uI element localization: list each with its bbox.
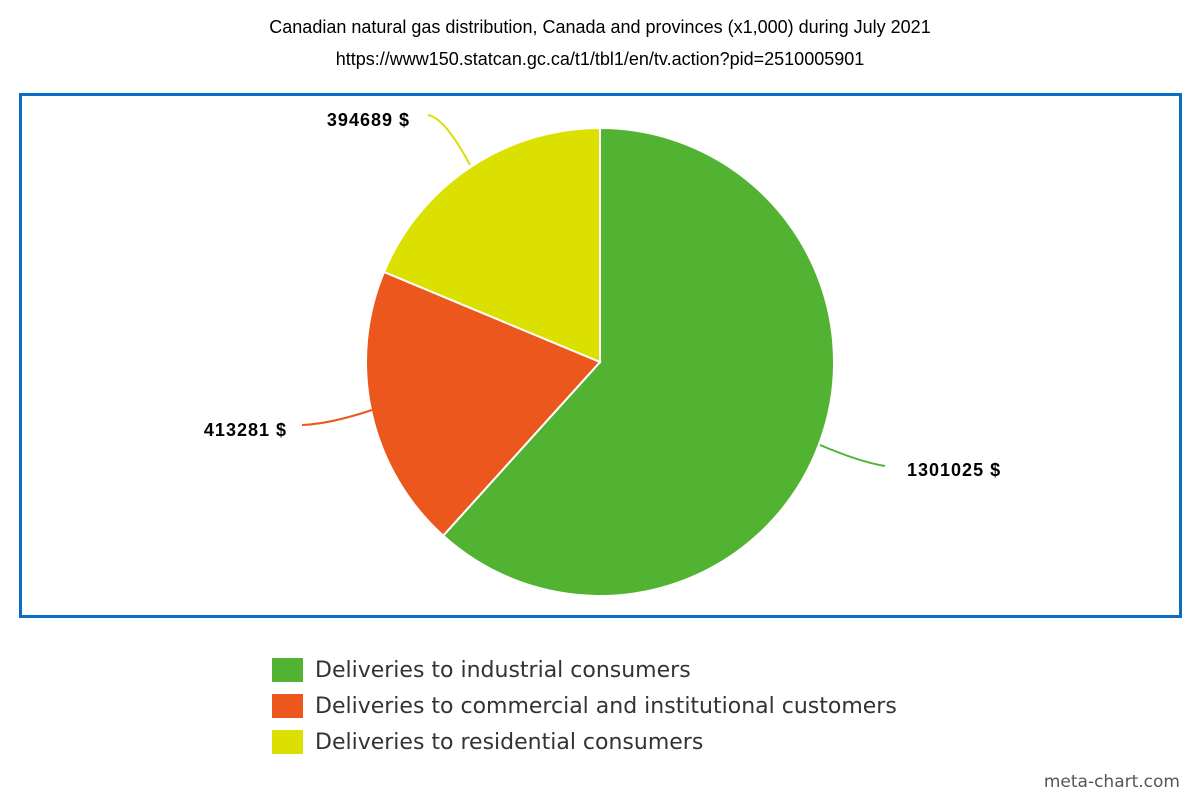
data-label: 1301025 $ — [907, 460, 1001, 480]
legend-swatch — [272, 694, 303, 718]
data-label: 394689 $ — [327, 110, 410, 130]
legend-label: Deliveries to industrial consumers — [315, 657, 691, 683]
chart-subtitle: https://www150.statcan.gc.ca/t1/tbl1/en/… — [335, 49, 865, 69]
legend: Deliveries to industrial consumers Deliv… — [272, 652, 897, 760]
pie-slice[interactable] — [382, 126, 601, 364]
pie-slice[interactable] — [441, 126, 835, 597]
legend-item[interactable]: Deliveries to residential consumers — [272, 724, 897, 760]
chart-frame — [19, 93, 1182, 618]
legend-item[interactable]: Deliveries to commercial and institution… — [272, 688, 897, 724]
legend-swatch — [272, 658, 303, 682]
watermark: meta-chart.com — [1043, 772, 1180, 792]
legend-label: Deliveries to commercial and institution… — [315, 693, 897, 719]
leader-line — [819, 444, 886, 467]
leader-line — [301, 409, 373, 426]
chart-title: Canadian natural gas distribution, Canad… — [269, 17, 931, 37]
legend-item[interactable]: Deliveries to industrial consumers — [272, 652, 897, 688]
legend-label: Deliveries to residential consumers — [315, 729, 704, 755]
legend-swatch — [272, 730, 303, 754]
data-label: 413281 $ — [204, 420, 287, 440]
leader-line — [427, 114, 471, 166]
